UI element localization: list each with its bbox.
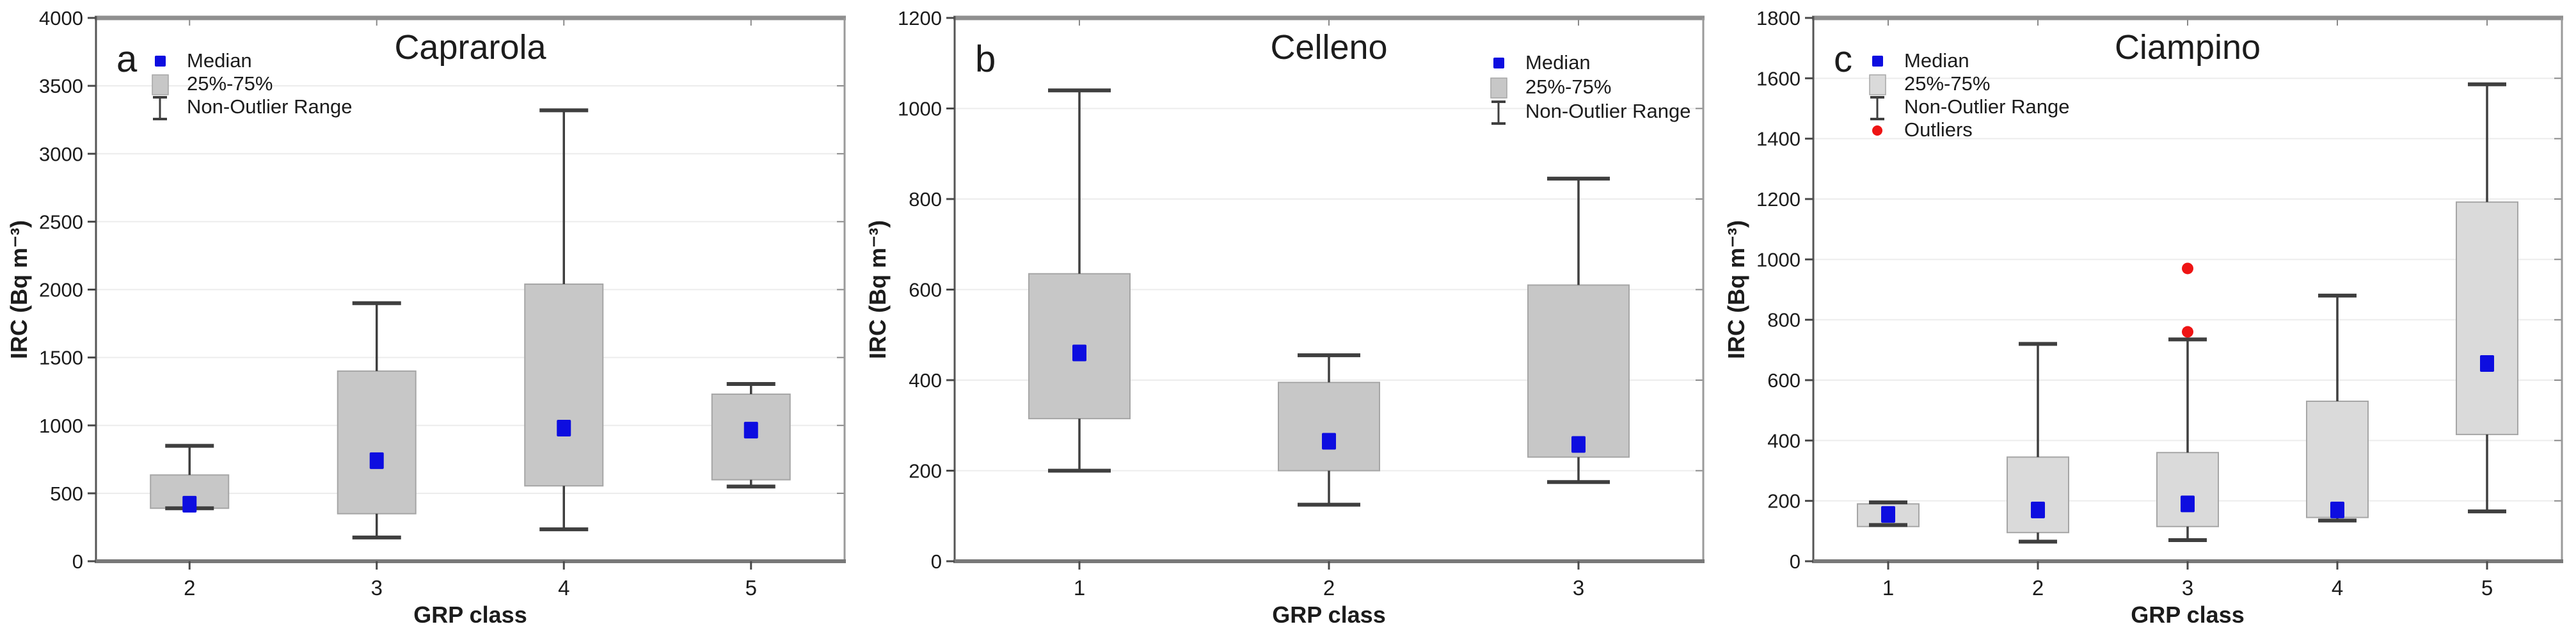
y-tick-label: 1000 (1756, 248, 1801, 271)
median-marker (1072, 344, 1086, 362)
panel-letter: b (975, 38, 996, 80)
legend-item-label: Outliers (1904, 118, 1973, 141)
panel-letter: a (116, 38, 138, 80)
y-tick-label: 1500 (39, 347, 83, 369)
legend-item-label: Median (1525, 51, 1591, 74)
x-tick-label: 5 (2481, 576, 2493, 600)
x-tick-label: 1 (1074, 576, 1085, 600)
legend-item-label: Non-Outlier Range (1525, 100, 1690, 122)
y-axis-label: IRC (Bq m⁻³) (1723, 220, 1749, 359)
box-25-75 (2156, 452, 2219, 527)
box-25-75 (1278, 381, 1380, 472)
x-tick-label: 1 (1882, 576, 1894, 600)
legend-iqr-marker (1490, 77, 1507, 99)
box-25-75 (524, 284, 604, 487)
x-tick-label: 5 (745, 576, 757, 600)
panel-b-celleno: 0 200 400 600 800 1000 1200 1 2 3 GRP class IRC (Bq… (859, 0, 1717, 631)
outlier-point (2182, 326, 2193, 338)
median-marker (2031, 501, 2045, 518)
panel-letter: c (1834, 38, 1852, 80)
box-25-75 (1527, 284, 1630, 458)
median-marker (2480, 355, 2494, 372)
y-tick-label: 0 (1790, 550, 1801, 573)
x-tick-label: 2 (2032, 576, 2044, 600)
legend-median-marker (1493, 58, 1504, 68)
box-25-75 (2306, 401, 2369, 518)
median-marker (2330, 501, 2344, 518)
y-tick-label: 200 (909, 460, 942, 483)
median-marker (369, 452, 384, 469)
y-tick-label: 500 (50, 483, 83, 505)
x-axis-label: GRP class (413, 602, 527, 628)
y-axis-label: IRC (Bq m⁻³) (6, 220, 32, 359)
x-axis-label: GRP class (1272, 602, 1385, 628)
box-25-75 (2007, 456, 2069, 534)
y-tick-label: 3500 (39, 75, 83, 97)
y-tick-label: 1000 (898, 98, 942, 120)
median-marker (743, 422, 758, 439)
y-tick-label: 1800 (1756, 7, 1801, 29)
legend-median-marker (155, 56, 166, 67)
y-tick-label: 1200 (898, 7, 942, 29)
legend-median-marker (1872, 56, 1883, 67)
y-tick-label: 2000 (39, 279, 83, 301)
x-tick-label: 2 (1323, 576, 1335, 600)
x-tick-label: 3 (371, 576, 383, 600)
y-tick-label: 1000 (39, 415, 83, 437)
y-tick-label: 0 (72, 550, 83, 573)
y-tick-label: 400 (1767, 429, 1801, 452)
median-marker (557, 419, 571, 436)
median-marker (1881, 506, 1895, 523)
panel-a-caprarola: 0 500 1000 1500 2000 2500 3000 3500 4000 2 3 4 5 GRP … (0, 0, 859, 631)
y-tick-label: 600 (909, 279, 942, 301)
x-tick-label: 4 (558, 576, 569, 600)
box-25-75 (337, 370, 417, 515)
legend-outlier-marker (1872, 125, 1882, 136)
panel-c-ciampino: 0 200 400 600 800 1000 1200 1400 1600 1800 1 2 3 4 5 GR… (1717, 0, 2576, 631)
legend-item-label: 25%-75% (1904, 72, 1990, 95)
y-tick-label: 600 (1767, 369, 1801, 392)
x-axis-label: GRP class (2131, 602, 2244, 628)
legend-item-label: Non-Outlier Range (187, 95, 352, 118)
y-tick-label: 200 (1767, 490, 1801, 513)
legend-item-label: 25%-75% (1525, 76, 1611, 98)
y-tick-label: 400 (909, 369, 942, 392)
outlier-point (2182, 262, 2193, 275)
y-tick-label: 4000 (39, 7, 83, 29)
x-tick-label: 3 (2182, 576, 2193, 600)
median-marker (2181, 495, 2195, 513)
y-tick-label: 2500 (39, 211, 83, 233)
x-tick-label: 3 (1573, 576, 1584, 600)
legend-iqr-marker (1869, 74, 1886, 95)
box-25-75 (2456, 201, 2518, 435)
panel-title: Celleno (1270, 28, 1387, 67)
legend-item-label: 25%-75% (187, 72, 273, 95)
panel-title: Ciampino (2115, 28, 2261, 67)
y-tick-label: 1400 (1756, 128, 1801, 150)
y-tick-label: 0 (931, 550, 942, 573)
y-tick-label: 1200 (1756, 188, 1801, 211)
legend-item-label: Non-Outlier Range (1904, 95, 2069, 118)
median-marker (1322, 433, 1336, 450)
panel-title: Caprarola (394, 28, 546, 67)
median-marker (182, 495, 197, 513)
legend-item-label: Median (187, 49, 252, 72)
y-tick-label: 800 (909, 188, 942, 211)
x-tick-label: 4 (2332, 576, 2343, 600)
legend-item-label: Median (1904, 49, 1969, 72)
y-tick-label: 800 (1767, 309, 1801, 331)
x-tick-label: 2 (184, 576, 195, 600)
y-tick-label: 3000 (39, 143, 83, 165)
legend-iqr-marker (152, 74, 169, 95)
y-tick-label: 1600 (1756, 67, 1801, 90)
y-axis-label: IRC (Bq m⁻³) (864, 220, 891, 359)
median-marker (1571, 436, 1586, 453)
